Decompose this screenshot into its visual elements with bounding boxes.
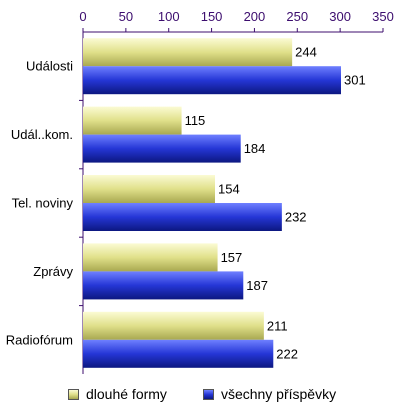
data-label-dlouhe-formy: 211 <box>267 318 288 333</box>
data-label-vsechny-prispevky: 222 <box>276 346 298 361</box>
bar-vsechny-prispevky <box>83 134 241 163</box>
legend-label-dlouhe-formy: dlouhé formy <box>86 386 167 402</box>
bar-dlouhe-formy <box>83 38 293 67</box>
bar-vsechny-prispevky <box>83 66 341 95</box>
x-tick-label: 150 <box>201 9 223 24</box>
legend: dlouhé formy všechny příspěvky <box>68 386 372 402</box>
bar-vsechny-prispevky <box>83 203 282 231</box>
data-label-dlouhe-formy: 244 <box>295 45 317 60</box>
legend-label-vsechny-prispevky: všechny příspěvky <box>220 386 337 402</box>
data-label-vsechny-prispevky: 232 <box>285 210 307 225</box>
category-label: Zprávy <box>33 264 73 279</box>
category-label: Radiofórum <box>6 332 73 347</box>
x-tick-label: 250 <box>286 9 308 24</box>
category-label: Události <box>26 59 73 74</box>
data-label-vsechny-prispevky: 184 <box>244 141 266 156</box>
data-label-dlouhe-formy: 115 <box>185 113 206 128</box>
x-tick-label: 50 <box>119 9 133 24</box>
bar-dlouhe-formy <box>83 175 215 203</box>
legend-item-vsechny-prispevky: všechny příspěvky <box>202 386 337 402</box>
data-label-dlouhe-formy: 157 <box>221 250 243 265</box>
x-tick-label: 200 <box>244 9 266 24</box>
x-tick-label: 0 <box>79 9 86 24</box>
bar-vsechny-prispevky <box>83 339 274 368</box>
legend-swatch-dlouhe-formy <box>68 388 79 400</box>
bar-vsechny-prispevky <box>83 271 244 300</box>
bar-dlouhe-formy <box>83 106 182 135</box>
legend-item-dlouhe-formy: dlouhé formy <box>68 386 167 402</box>
legend-swatch-vsechny-prispevky <box>202 388 214 400</box>
data-label-vsechny-prispevky: 301 <box>344 73 366 88</box>
x-tick-label: 350 <box>372 9 394 24</box>
data-label-dlouhe-formy: 154 <box>218 182 240 197</box>
category-label: Tel. noviny <box>12 196 74 211</box>
bar-dlouhe-formy <box>83 243 218 272</box>
data-label-vsechny-prispevky: 187 <box>246 278 268 293</box>
bar-dlouhe-formy <box>83 311 264 340</box>
x-tick-label: 300 <box>329 9 351 24</box>
category-label: Udál..kom. <box>11 127 73 142</box>
x-tick-label: 100 <box>158 9 180 24</box>
